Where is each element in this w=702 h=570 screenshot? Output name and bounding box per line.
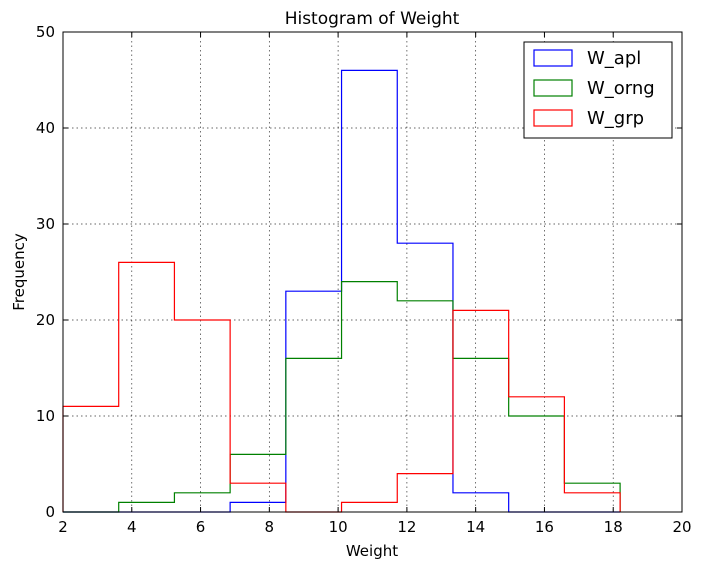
histogram-bin [564, 483, 620, 512]
x-tick-label: 8 [265, 518, 275, 536]
series-W_grp [62, 261, 621, 513]
legend-label: W_grp [587, 108, 644, 129]
legend-swatch [533, 49, 573, 67]
x-tick-label: 12 [397, 518, 416, 536]
histogram-step-line [62, 261, 621, 513]
histogram-bin [453, 310, 509, 512]
histogram-bin [174, 493, 230, 512]
y-tick-label: 0 [45, 503, 55, 521]
histogram-bin [342, 282, 398, 512]
histogram-bin [230, 483, 286, 512]
chart-title: Histogram of Weight [285, 9, 460, 29]
legend: W_apl W_orng W_grp [523, 41, 673, 139]
histogram-bin [453, 358, 509, 512]
x-tick-label: 18 [604, 518, 623, 536]
histogram-bin [342, 502, 398, 512]
histogram-bin [509, 397, 565, 512]
histogram-bin [63, 406, 119, 512]
grid-lines [63, 32, 682, 512]
axis-ticks: 2 4 6 8 10 12 14 16 18 20 0 10 20 30 40 50 [36, 23, 692, 536]
y-tick-label: 50 [36, 23, 55, 41]
x-tick-label: 4 [127, 518, 137, 536]
y-tick-label: 40 [36, 119, 55, 137]
y-tick-label: 30 [36, 215, 55, 233]
histogram-bin [230, 502, 286, 512]
histogram-bin [397, 301, 453, 512]
legend-swatch [533, 79, 573, 97]
y-tick-label: 10 [36, 407, 55, 425]
x-tick-label: 6 [196, 518, 206, 536]
legend-label: W_apl [587, 48, 641, 69]
x-tick-label: 10 [329, 518, 348, 536]
x-tick-label: 14 [466, 518, 485, 536]
histogram-step-line [63, 281, 621, 513]
y-axis-label: Frequency [10, 233, 28, 311]
x-tick-label: 16 [535, 518, 554, 536]
x-tick-label: 2 [58, 518, 68, 536]
legend-label: W_orng [587, 78, 655, 99]
plot-frame [62, 31, 683, 513]
legend-swatch [533, 109, 573, 127]
histogram-bin [453, 493, 509, 512]
histogram-bin [564, 493, 620, 512]
histogram-bin [397, 474, 453, 512]
y-tick-label: 20 [36, 311, 55, 329]
x-axis-label: Weight [346, 542, 398, 560]
histogram-bin [119, 502, 175, 512]
histogram-bin [509, 416, 565, 512]
series-W_orng [63, 281, 621, 513]
x-tick-label: 20 [672, 518, 691, 536]
histogram-bin [286, 291, 342, 512]
histogram-bin [119, 262, 175, 512]
histogram-bin [342, 70, 398, 512]
histogram-bin [397, 243, 453, 512]
histogram-bin [286, 358, 342, 512]
